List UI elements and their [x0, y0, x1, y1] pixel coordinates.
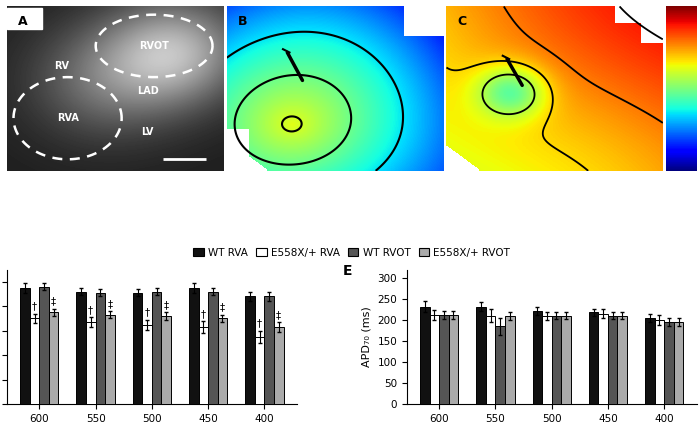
- Bar: [505, 316, 514, 404]
- Bar: [645, 318, 654, 404]
- Bar: [589, 313, 598, 404]
- Text: ‡: ‡: [51, 297, 56, 307]
- Bar: [552, 316, 561, 404]
- Bar: [617, 316, 627, 404]
- Text: RV: RV: [55, 61, 69, 71]
- Bar: [561, 316, 570, 404]
- Legend: WT RVA, E558X/+ RVA, WT RVOT, E558X/+ RVOT: WT RVA, E558X/+ RVA, WT RVOT, E558X/+ RV…: [193, 248, 510, 258]
- Bar: [496, 326, 505, 404]
- Bar: [430, 315, 439, 404]
- Text: LV: LV: [141, 127, 153, 137]
- Bar: [49, 312, 58, 404]
- Text: †: †: [144, 307, 150, 317]
- Text: ‡: ‡: [276, 310, 281, 320]
- Bar: [449, 315, 458, 404]
- Bar: [608, 316, 617, 404]
- Bar: [76, 292, 86, 404]
- Text: LAD: LAD: [136, 86, 159, 95]
- Text: †: †: [88, 305, 93, 315]
- Bar: [439, 315, 449, 404]
- Bar: [245, 296, 255, 404]
- Text: C: C: [457, 15, 466, 28]
- Bar: [674, 322, 683, 404]
- Y-axis label: APD₇₀ (ms): APD₇₀ (ms): [362, 307, 372, 367]
- Text: †: †: [32, 301, 37, 311]
- FancyBboxPatch shape: [7, 8, 41, 30]
- Bar: [199, 327, 208, 404]
- Text: ‡: ‡: [107, 299, 113, 309]
- Bar: [152, 292, 162, 404]
- Text: RVOT: RVOT: [139, 41, 169, 51]
- Bar: [255, 337, 265, 404]
- Bar: [208, 292, 218, 404]
- Bar: [542, 316, 552, 404]
- Bar: [274, 327, 284, 404]
- Bar: [133, 293, 142, 404]
- Bar: [189, 288, 199, 404]
- Text: ‡: ‡: [220, 303, 225, 313]
- Bar: [533, 311, 542, 404]
- Text: E: E: [343, 264, 353, 278]
- Bar: [105, 315, 115, 404]
- Bar: [20, 288, 29, 404]
- Bar: [420, 307, 430, 404]
- Bar: [96, 293, 105, 404]
- Bar: [218, 319, 228, 404]
- Bar: [265, 296, 274, 404]
- Bar: [654, 320, 664, 404]
- Bar: [162, 316, 171, 404]
- Bar: [86, 322, 96, 404]
- Bar: [486, 316, 496, 404]
- Text: A: A: [18, 15, 27, 28]
- Text: B: B: [237, 15, 247, 28]
- Bar: [142, 325, 152, 404]
- Text: ‡: ‡: [164, 300, 169, 310]
- Bar: [598, 314, 608, 404]
- Text: †: †: [201, 309, 206, 319]
- Bar: [476, 307, 486, 404]
- Bar: [39, 287, 49, 404]
- Bar: [664, 322, 674, 404]
- Bar: [29, 319, 39, 404]
- Text: RVA: RVA: [57, 113, 78, 123]
- Text: †: †: [257, 319, 262, 329]
